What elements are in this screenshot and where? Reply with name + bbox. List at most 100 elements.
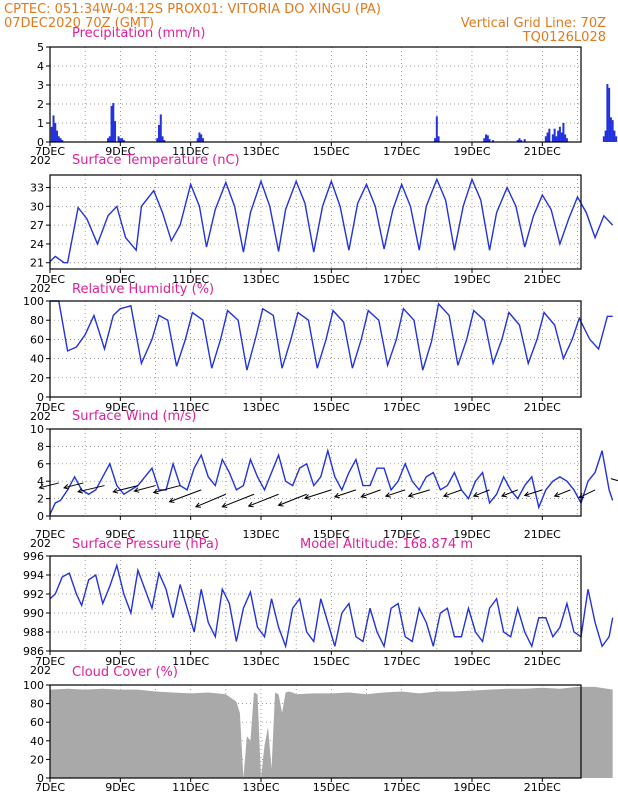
wind-arrow [501,489,518,497]
wind-arrow-head [472,492,479,498]
wind-arrow-head [407,492,414,498]
precip-bar [518,138,521,142]
x-tick-label: 11DEC [172,781,209,794]
precip-panel-title: Precipitation (mm/h) [72,26,205,41]
precip-bar [562,123,565,142]
panel-rh: 0 20 40 60 80 100 7DEC 9DEC 11DEC 13DEC 15DEC 17DEC… [23,282,613,423]
x-tick-label: 19DEC [453,401,490,414]
wind-arrow-head [384,492,391,498]
wind-arrow [579,489,596,499]
x-tick-label: 9DEC [105,781,135,794]
precip-bar [565,138,568,142]
y-tick-label: 27 [30,219,44,232]
precip-bar [114,121,117,142]
y-tick-label: 100 [23,295,44,308]
panel-frame [49,555,582,652]
y-tick-label: 2 [37,98,44,111]
x-tick-label: 21DEC [524,145,561,158]
wind-arrow-head [277,501,284,507]
wind-arrow-head [500,492,507,498]
x-tick-label: 11DEC [172,145,209,158]
wind-arrow [610,478,618,482]
precip-bar [611,120,614,142]
y-tick-label: 24 [30,238,44,251]
precip-bar [613,130,616,142]
x-tick-label: 19DEC [453,145,490,158]
y-tick-label: 21 [30,257,44,270]
precip-bar [486,135,489,142]
precip-bar [54,123,57,142]
wind-arrow-head [63,484,70,490]
y-tick-label: 4 [37,60,44,73]
precip-bar [551,134,554,142]
precip-bar [437,136,440,142]
x-tick-label: 17DEC [383,145,420,158]
y-tick-label: 20 [30,753,44,766]
precip-bar [555,136,558,142]
precip-bar [606,84,609,142]
precip-bar [156,138,159,142]
wind-panel-title: Surface Wind (m/s) [72,409,196,424]
header-run-date: 07DEC2020 70Z (GMT) [4,16,154,31]
precip-bar [163,140,166,142]
x-tick-label: 15DEC [313,781,350,794]
wind-arrow [78,485,105,493]
y-tick-label: 0 [37,136,44,149]
x-tick-label: 13DEC [242,401,279,414]
x-tick-label: 13DEC [242,145,279,158]
precip-bar [492,140,495,142]
precip-bar [121,138,124,142]
x-tick-label: 15DEC [313,401,350,414]
y-tick-label: 2 [37,493,44,506]
x-tick-label: 7DEC [35,145,65,158]
precip-bar [435,116,438,142]
cloud-panel-title: Cloud Cover (%) [72,665,178,680]
precip-bar [201,138,204,142]
precip-bar [564,134,567,142]
precip-bar [112,103,115,142]
y-tick-label: 5 [37,41,44,54]
precip-bar [198,132,201,142]
wind-arrow-head [523,491,530,497]
precip-bar [117,136,120,142]
wind-arrow [473,489,490,497]
precip-bar [57,136,60,142]
y-tick-label: 80 [30,314,44,327]
y-tick-label: 40 [30,353,44,366]
x-year-label: 202 [30,664,51,677]
x-tick-label: 13DEC [242,655,279,668]
x-tick-label: 21DEC [524,273,561,286]
precip-bar [159,114,162,142]
cloud-cover-area [50,686,613,778]
x-tick-label: 19DEC [453,528,490,541]
x-tick-label: 9DEC [105,655,135,668]
precip-bar [110,105,113,142]
wind-arrow-head [77,488,84,494]
wind-arrow-head [553,492,560,498]
wind-arrow [153,485,181,493]
precip-bar [483,138,486,142]
precip-bar [544,136,547,142]
y-tick-label: 60 [30,716,44,729]
x-tick-label: 17DEC [383,781,420,794]
pressure-panel-subtitle: Model Altitude: 168.874 m [300,537,473,552]
wind-arrow [408,489,430,497]
wind-arrow [385,489,406,497]
wind-arrow [222,493,255,508]
y-tick-label: 60 [30,333,44,346]
panel-frame [49,46,582,143]
wind-arrow [113,485,139,493]
x-tick-label: 15DEC [313,273,350,286]
x-tick-label: 9DEC [105,401,135,414]
x-tick-label: 21DEC [524,401,561,414]
wind-arrow-head [360,492,367,499]
wind-arrow-head [168,497,175,503]
y-tick-label: 1 [37,117,44,130]
wind-arrow-head [133,487,140,493]
precip-bar [485,134,488,142]
x-tick-label: 15DEC [313,145,350,158]
wind-arrow [524,489,543,496]
x-year-label: 202 [30,282,51,295]
temp-panel-title: Surface Temperature (nC) [72,153,240,168]
